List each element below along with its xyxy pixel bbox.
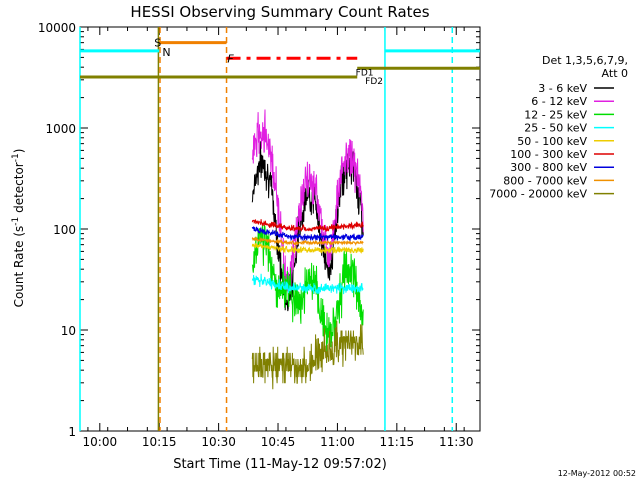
y-label-main: Count Rate (s [12,226,26,308]
x-tick-label: 10:00 [83,435,118,449]
legend-label: 6 - 12 keV [531,95,587,108]
y-axis-label: Count Rate (s-1 detector-1) [11,149,26,308]
legend-label: 12 - 25 keV [524,108,587,121]
y-label-sup1: -1 [11,217,21,226]
x-tick-label: 10:45 [261,435,296,449]
x-tick-label: 11:15 [380,435,415,449]
legend-label: 50 - 100 keV [517,135,587,148]
series-line-5 [251,219,364,233]
y-tick-label: 10000 [38,21,76,35]
series-line-1 [251,109,364,293]
legend-title-line2: Att 0 [602,67,628,80]
y-tick-label: 100 [53,223,76,237]
legend-label: 800 - 7000 keV [503,174,587,187]
legend-label: 300 - 800 keV [510,161,587,174]
state-label-fd2: FD2 [365,77,383,87]
series-line-7 [251,236,364,247]
series-line-6 [251,226,364,242]
legend-label: 3 - 6 keV [538,82,587,95]
chart-title: HESSI Observing Summary Count Rates [130,3,429,21]
state-label-f: F [227,52,234,65]
legend-title-line1: Det 1,3,5,6,7,9, [542,54,628,67]
legend-label: 25 - 50 keV [524,122,587,135]
series-line-8 [251,320,364,390]
y-tick-label: 1000 [45,122,76,136]
x-tick-label: 11:30 [439,435,474,449]
x-tick-label: 11:00 [320,435,355,449]
state-label-n: N [162,46,170,59]
legend-label: 100 - 300 keV [510,148,587,161]
timestamp: 12-May-2012 00:52 [558,469,636,478]
series-line-2 [251,224,364,353]
series-line-0 [251,141,364,312]
y-tick-label: 10 [61,324,76,338]
y-label-end: ) [12,149,26,154]
legend-label: 7000 - 20000 keV [489,188,587,201]
series-line-4 [251,243,364,254]
y-label-sup2: -1 [11,153,21,162]
state-label-s: S [154,37,161,50]
series-line-3 [251,273,364,295]
x-tick-label: 10:15 [142,435,177,449]
x-axis-label: Start Time (11-May-12 09:57:02) [173,457,387,472]
x-tick-label: 10:30 [201,435,236,449]
y-tick-label: 1 [68,425,76,439]
y-label-mid: detector [12,162,26,217]
state-label-fd1: FD1 [356,68,374,78]
svg-text:Count Rate (s-1 detector-1): Count Rate (s-1 detector-1) [11,149,26,308]
